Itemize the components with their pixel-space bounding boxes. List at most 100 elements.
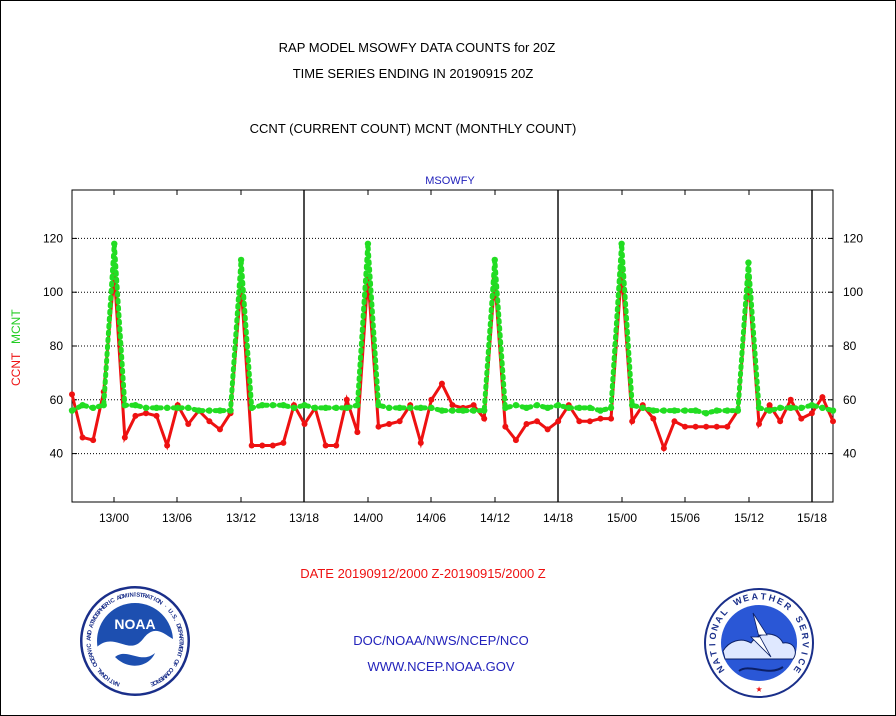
ring-letter: R <box>177 637 183 642</box>
data-point-mcnt <box>491 256 498 264</box>
noaa-logo-text: NOAA <box>114 616 155 632</box>
ring-letter: C <box>87 642 93 648</box>
ring-letter: O <box>92 660 100 667</box>
chart-subtitle: CCNT (CURRENT COUNT) MCNT (MONTHLY COUNT… <box>250 121 577 136</box>
data-point-ccnt <box>79 434 86 441</box>
ring-letter: R <box>782 600 794 612</box>
data-point-mcnt <box>153 404 160 412</box>
data-point-mcnt <box>195 407 203 414</box>
ring-letter: O <box>93 613 101 620</box>
data-point-ccnt <box>629 418 636 425</box>
data-point-ccnt <box>206 418 213 425</box>
series-line-ccnt <box>70 270 835 453</box>
data-point-mcnt <box>428 404 435 412</box>
data-point-ccnt <box>650 415 657 422</box>
data-point-mcnt <box>417 404 424 412</box>
data-point-mcnt <box>660 407 668 414</box>
data-point-mcnt <box>724 407 731 414</box>
ring-letter: T <box>760 591 767 602</box>
data-point-mcnt <box>216 407 224 414</box>
ring-letter: I <box>134 593 136 599</box>
data-point-mcnt <box>808 401 816 409</box>
ring-letter: I <box>127 593 130 599</box>
data-point-mcnt <box>185 404 192 412</box>
ring-letter: L <box>96 666 103 673</box>
ring-letter: I <box>87 647 93 650</box>
ring-letter: A <box>751 591 759 602</box>
ring-letter: A <box>116 595 123 602</box>
data-point-mcnt <box>354 401 361 409</box>
data-point-mcnt <box>829 407 837 414</box>
ring-letter: S <box>793 614 805 624</box>
ring-letter: E <box>792 664 804 675</box>
y-tick-label-right: 60 <box>843 393 857 407</box>
data-point-ccnt <box>830 418 836 425</box>
ring-letter: C <box>110 597 117 605</box>
y-tick-label-left: 80 <box>50 339 64 353</box>
data-point-mcnt <box>502 404 509 412</box>
ring-letter: F <box>170 661 177 667</box>
data-point-ccnt <box>248 442 255 449</box>
data-point-ccnt <box>280 439 287 446</box>
ring-letter: E <box>775 596 785 608</box>
data-point-ccnt <box>819 394 826 401</box>
data-point-ccnt <box>713 423 720 430</box>
data-point-ccnt <box>417 439 424 446</box>
ring-letter: N <box>715 664 727 675</box>
date-range-label: DATE 20190912/2000 Z-20190915/2000 Z <box>300 566 546 581</box>
data-point-ccnt <box>481 415 488 422</box>
data-point-ccnt <box>216 426 223 433</box>
ring-letter: P <box>176 630 183 635</box>
data-point-mcnt <box>248 404 255 412</box>
ring-letter: T <box>175 652 182 658</box>
data-point-ccnt <box>132 412 139 419</box>
data-point-mcnt <box>237 256 245 264</box>
data-point-ccnt <box>608 415 615 422</box>
ring-letter: P <box>97 608 104 615</box>
ring-letter: S <box>95 611 102 618</box>
y-tick-label-left: 120 <box>43 231 63 245</box>
ring-letter: D <box>119 594 126 601</box>
ring-letter: A <box>98 668 106 676</box>
x-tick-label: 13/18 <box>289 511 319 525</box>
ring-letter: E <box>149 680 155 687</box>
plot-area: 40 40 60 60 80 80 100 100 120 120 13/00 13/06 13/12 1… <box>43 189 863 525</box>
data-point-mcnt <box>459 407 467 414</box>
ring-letter: T <box>90 620 97 626</box>
data-point-ccnt <box>703 423 710 430</box>
ring-letter: E <box>157 675 164 682</box>
data-point-mcnt <box>512 401 520 409</box>
ring-letter: A <box>89 622 96 629</box>
ring-letter: E <box>176 646 183 651</box>
ring-letter: N <box>87 633 93 638</box>
website-link[interactable]: WWW.NCEP.NOAA.GOV <box>367 659 514 674</box>
data-point-mcnt <box>671 407 678 414</box>
data-point-mcnt <box>322 404 329 412</box>
data-point-ccnt <box>671 418 678 425</box>
data-point-mcnt <box>702 410 710 417</box>
data-point-mcnt <box>544 404 551 412</box>
y-tick-label-left: 40 <box>50 447 64 461</box>
ring-letter: A <box>88 652 95 659</box>
data-point-ccnt <box>269 442 276 449</box>
ring-letter: N <box>100 671 107 678</box>
ring-letter: T <box>708 649 719 657</box>
data-point-mcnt <box>174 404 181 412</box>
y-tick-label-right: 80 <box>843 339 857 353</box>
ring-letter: N <box>176 649 183 655</box>
y-tick-label-right: 40 <box>843 447 857 461</box>
ring-letter: S <box>170 614 177 621</box>
data-point-mcnt <box>407 404 414 412</box>
data-point-mcnt <box>523 404 530 412</box>
data-point-ccnt <box>798 415 805 422</box>
agency-link[interactable]: DOC/NOAA/NWS/NCEP/NCO <box>353 633 529 648</box>
ring-letter: . <box>169 612 175 617</box>
data-point-ccnt <box>692 423 699 430</box>
x-tick-label: 13/12 <box>226 511 256 525</box>
data-point-ccnt <box>756 421 763 427</box>
ring-letter: O <box>172 658 180 665</box>
data-point-mcnt <box>375 401 382 409</box>
ring-letter: O <box>164 668 172 676</box>
